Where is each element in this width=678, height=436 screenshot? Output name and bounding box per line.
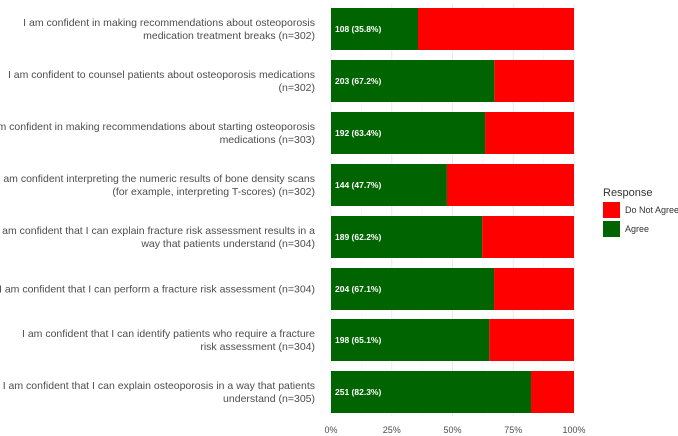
- category-label-line: I am confident in making recommendations…: [0, 121, 315, 133]
- bar-label-2: 192 (63.4%): [335, 128, 381, 138]
- bar-label-5: 204 (67.1%): [335, 284, 381, 294]
- category-label-0: I am confident in making recommendations…: [23, 17, 315, 42]
- bar-do-not-agree-3: [446, 164, 574, 206]
- category-label-6: I am confident that I can identify patie…: [22, 328, 315, 353]
- category-label-line: I am confident that I can explain fractu…: [0, 225, 315, 237]
- bar-do-not-agree-4: [482, 216, 574, 258]
- bar-agree-3: [331, 164, 447, 206]
- bar-label-0: 108 (35.8%): [335, 24, 381, 34]
- x-tick-label-2: 50%: [443, 425, 461, 435]
- legend-label-1: Agree: [625, 224, 649, 234]
- x-axis-ticks: 0% 25% 50% 75% 100%: [324, 425, 585, 435]
- x-tick-label-0: 0%: [324, 425, 337, 435]
- category-label-line: I am confident interpreting the numeric …: [0, 173, 315, 185]
- bar-do-not-agree-0: [417, 8, 574, 50]
- category-label-line: medication treatment breaks (n=302): [143, 30, 315, 42]
- category-label-line: medications (n=303): [220, 134, 315, 146]
- bar-agree-6: [331, 319, 490, 361]
- x-tick-label-3: 75%: [504, 425, 522, 435]
- bar-label-4: 189 (62.2%): [335, 232, 381, 242]
- category-label-line: I am confident that I can identify patie…: [22, 328, 315, 340]
- category-labels: I am confident in making recommendations…: [0, 17, 315, 405]
- bar-label-3: 144 (47.7%): [335, 180, 381, 190]
- bar-do-not-agree-7: [530, 371, 574, 413]
- legend-swatch-1: [603, 221, 620, 237]
- category-label-line: I am confident that I can perform a frac…: [0, 284, 315, 296]
- legend-swatch-0: [603, 202, 620, 218]
- bar-agree-2: [331, 112, 486, 154]
- category-label-4: I am confident that I can explain fractu…: [0, 225, 315, 250]
- category-label-line: I am confident in making recommendations…: [23, 17, 315, 29]
- legend-label-0: Do Not Agree: [625, 205, 678, 215]
- category-label-2: I am confident in making recommendations…: [0, 121, 315, 146]
- category-label-5: I am confident that I can perform a frac…: [0, 284, 315, 296]
- bar-label-7: 251 (82.3%): [335, 387, 381, 397]
- bar-do-not-agree-1: [494, 60, 574, 102]
- x-tick-label-1: 25%: [383, 425, 401, 435]
- bar-do-not-agree-6: [489, 319, 574, 361]
- bar-do-not-agree-5: [494, 268, 574, 310]
- bar-agree-7: [331, 371, 531, 413]
- category-label-3: I am confident interpreting the numeric …: [0, 173, 315, 198]
- category-label-line: I am confident to counsel patients about…: [8, 69, 315, 81]
- category-label-line: (n=302): [279, 82, 315, 94]
- category-label-line: I am confident that I can explain osteop…: [3, 380, 315, 392]
- legend-title: Response: [603, 187, 653, 199]
- category-label-7: I am confident that I can explain osteop…: [3, 380, 315, 405]
- category-label-line: way that patients understand (n=304): [140, 238, 315, 250]
- category-label-line: understand (n=305): [223, 393, 315, 405]
- bar-label-6: 198 (65.1%): [335, 335, 381, 345]
- bar-label-1: 203 (67.2%): [335, 76, 381, 86]
- category-label-line: (for example, interpreting T-scores) (n=…: [112, 186, 315, 198]
- bar-agree-1: [331, 60, 495, 102]
- bar-agree-0: [331, 8, 418, 50]
- bars: 108 (35.8%) 203 (67.2%) 192 (63.4%) 144 (47…: [331, 8, 574, 413]
- legend: Response Do Not Agree Agree: [603, 187, 678, 237]
- bar-do-not-agree-2: [485, 112, 574, 154]
- bar-agree-5: [331, 268, 495, 310]
- category-label-line: risk assessment (n=304): [200, 341, 315, 353]
- bar-agree-4: [331, 216, 483, 258]
- x-tick-label-4: 100%: [562, 425, 585, 435]
- category-label-1: I am confident to counsel patients about…: [8, 69, 315, 94]
